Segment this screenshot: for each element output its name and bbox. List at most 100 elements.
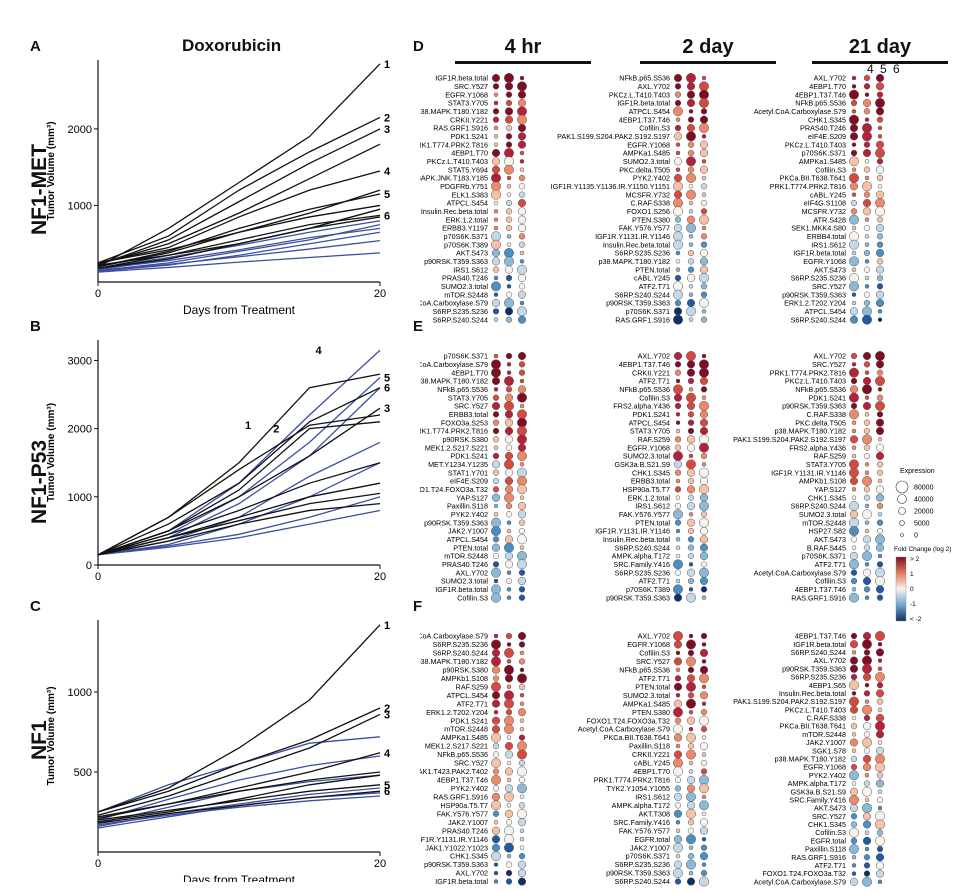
bubble-cell bbox=[518, 361, 526, 368]
bubble-cell bbox=[517, 869, 527, 878]
bubble-cell bbox=[491, 257, 501, 266]
bubble-cell bbox=[673, 809, 683, 818]
bubble-cell bbox=[517, 264, 527, 275]
bubble-cell bbox=[700, 183, 708, 190]
bubble-cell bbox=[505, 386, 513, 393]
bubble-cell bbox=[850, 536, 858, 543]
bubble-cell bbox=[701, 659, 707, 664]
bubble-row-label: PYK2.Y402 bbox=[809, 771, 846, 780]
bubble-cell bbox=[862, 631, 872, 641]
bubble-cell bbox=[518, 683, 526, 690]
bubble-cell bbox=[862, 722, 872, 731]
bubble-row-label: YAP.S127 bbox=[814, 485, 846, 494]
bubble-cell bbox=[699, 648, 709, 657]
bubble-cell bbox=[517, 559, 527, 570]
bubble-cell bbox=[493, 503, 499, 509]
bubble-cell bbox=[505, 632, 513, 640]
legend-size-label: 5000 bbox=[914, 521, 930, 528]
bubble-row-label: YAP.S127 bbox=[456, 493, 488, 502]
bubble-cell bbox=[699, 359, 709, 370]
bubble-cell bbox=[699, 691, 709, 700]
bubble-cell bbox=[686, 656, 696, 667]
bubble-cell bbox=[862, 434, 872, 445]
bubble-cell bbox=[688, 453, 694, 459]
bubble-cell bbox=[851, 748, 857, 753]
bubble-cell bbox=[863, 870, 871, 877]
bubble-cell bbox=[699, 742, 709, 751]
bubble-cell bbox=[864, 797, 870, 803]
bubble-cell bbox=[504, 825, 514, 836]
series-line-blue bbox=[97, 509, 381, 556]
bubble-cell bbox=[851, 453, 857, 459]
bubble-cell bbox=[517, 501, 527, 511]
bubble-cell bbox=[877, 134, 883, 139]
bubble-cell bbox=[491, 758, 501, 768]
bubble-cell bbox=[687, 249, 695, 257]
series-end-label: 2 bbox=[384, 703, 390, 715]
bubble-cell bbox=[863, 731, 871, 738]
bubble-cell bbox=[863, 224, 871, 232]
bubble-cell bbox=[849, 409, 859, 420]
bubble-cell bbox=[674, 569, 682, 576]
series-line-black bbox=[97, 624, 381, 813]
bubble-cell bbox=[493, 862, 499, 867]
series-end-label: 4 bbox=[384, 748, 391, 760]
bubble-cell bbox=[519, 159, 525, 164]
bubble-cell bbox=[687, 527, 695, 535]
y-tick-label: 500 bbox=[74, 767, 92, 779]
series-end-label: 5 bbox=[384, 780, 390, 792]
bubble-row-label: PTEN.total bbox=[453, 543, 488, 552]
bubble-cell bbox=[519, 403, 525, 409]
bubble-row-label: FAK.Y576.Y577 bbox=[437, 809, 488, 818]
bubble-cell bbox=[862, 763, 872, 772]
bubble-cell bbox=[687, 544, 695, 551]
bubble-cell bbox=[688, 200, 694, 206]
bubble-row-label: IGF1R.Y1131.IR.Y1146 bbox=[771, 468, 846, 477]
bubble-heatmap-e: p70S6K.S371Acetyl.CoA.Carboxylase.S794EB… bbox=[420, 351, 885, 603]
bubble-cell bbox=[517, 551, 527, 561]
bubble-cell bbox=[518, 569, 526, 576]
bubble-cell bbox=[492, 561, 500, 568]
bubble-row-label: p70S6K.S371 bbox=[802, 552, 846, 561]
bubble-cell bbox=[686, 435, 696, 444]
bubble-cell bbox=[517, 741, 527, 752]
bubble-cell bbox=[687, 552, 695, 560]
bubble-row-label: SRC.Y527 bbox=[812, 360, 846, 369]
bubble-row-label: NFkB.p65.S536 bbox=[619, 665, 670, 674]
bubble-cell bbox=[506, 234, 512, 239]
bubble-cell bbox=[863, 361, 871, 368]
bubble-cell bbox=[517, 576, 527, 586]
bubble-cell bbox=[862, 207, 872, 216]
series-line-black bbox=[97, 216, 381, 266]
bubble-row-label: AMPKa1.S485 bbox=[441, 733, 488, 742]
column-title-2day: 2 day bbox=[682, 36, 734, 58]
bubble-cell bbox=[517, 215, 527, 224]
bubble-cell bbox=[504, 265, 514, 274]
bubble-cell bbox=[863, 166, 871, 173]
bubble-cell bbox=[505, 199, 513, 207]
bubble-cell bbox=[699, 123, 709, 133]
bubble-cell bbox=[850, 813, 858, 820]
bubble-cell bbox=[517, 114, 527, 125]
bubble-row-label: AMPKb1.S108 bbox=[441, 674, 488, 683]
legend-color-title: Fold Change (log 2) bbox=[894, 546, 951, 553]
bubble-cell bbox=[877, 740, 883, 745]
y-tick-label: 3000 bbox=[68, 355, 92, 367]
bubble-cell bbox=[863, 83, 871, 90]
bubble-cell bbox=[863, 427, 871, 435]
bubble-cell bbox=[504, 451, 514, 461]
bubble-row-label: 4EBP1.T37.T46 bbox=[795, 585, 846, 594]
bubble-row-label: PTEN.S380 bbox=[632, 708, 670, 717]
bubble-cell bbox=[491, 517, 501, 528]
bubble-cell bbox=[875, 265, 885, 274]
bubble-row-label: EGFR.Y1068 bbox=[803, 257, 846, 266]
bubble-cell bbox=[877, 666, 883, 672]
column-rule-21day bbox=[812, 61, 948, 64]
bubble-row-label: RAS.GRF1.S916 bbox=[433, 124, 488, 133]
bubble-cell bbox=[875, 376, 885, 386]
bubble-cell bbox=[686, 223, 696, 233]
bubble-cell bbox=[876, 274, 884, 282]
bubble-row-label: S6RP.S235.S236 bbox=[615, 568, 670, 577]
bubble-row-label: CRKII.Y221 bbox=[632, 368, 670, 377]
bubble-cell bbox=[862, 836, 872, 845]
